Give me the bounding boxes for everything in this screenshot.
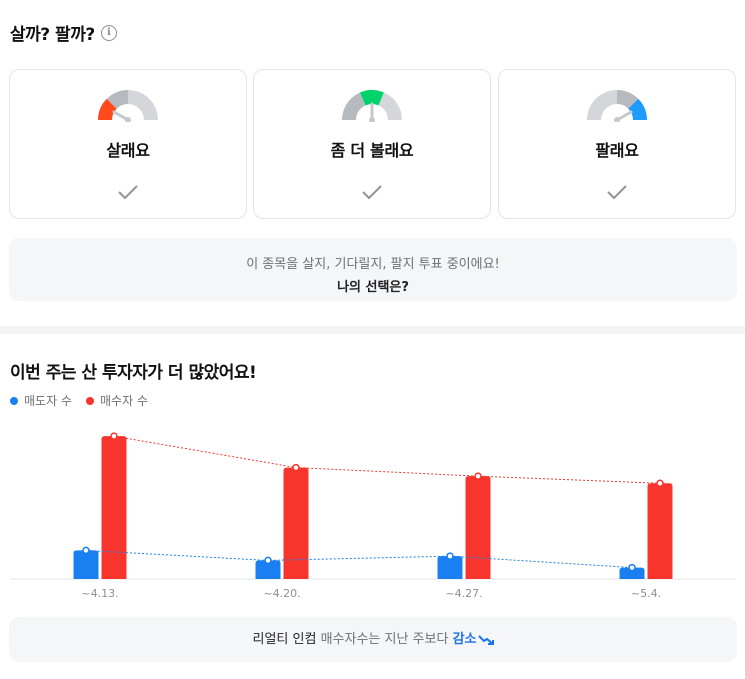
- vote-notice-question: 나의 선택은?: [337, 280, 409, 295]
- point-sellers: [446, 552, 454, 560]
- legend-item-sellers: 매도자 수: [10, 392, 72, 409]
- point-buyers: [474, 472, 482, 480]
- x-tick-label: ~4.27.: [445, 587, 482, 600]
- check-icon: [607, 185, 627, 200]
- legend-dot-sellers: [10, 396, 18, 405]
- vote-card-sell[interactable]: 팔래요: [498, 69, 736, 219]
- vote-card-buy[interactable]: 살래요: [9, 69, 247, 219]
- bar-buyers: [647, 483, 673, 579]
- check-icon: [362, 185, 382, 200]
- bar-buyers: [465, 476, 491, 579]
- x-tick-label: ~5.4.: [631, 587, 661, 600]
- vote-card-hold[interactable]: 좀 더 볼래요: [253, 69, 491, 219]
- point-buyers: [110, 432, 118, 440]
- trend-line-sellers: [85, 549, 633, 569]
- legend-dot-buyers: [85, 396, 94, 405]
- bar-sellers: [619, 567, 645, 579]
- summary-stock-name: 리얼티 인컴: [252, 632, 317, 647]
- bar-buyers: [101, 436, 127, 579]
- gauge-sell-icon: [587, 90, 647, 122]
- legend-item-buyers: 매수자 수: [85, 392, 148, 409]
- vote-notice[interactable]: 이 종목을 살지, 기다릴지, 팔지 투표 중이에요! 나의 선택은?: [9, 238, 737, 301]
- vote-notice-text: 이 종목을 살지, 기다릴지, 팔지 투표 중이에요!: [246, 257, 500, 272]
- vote-label-sell: 팔래요: [595, 141, 639, 160]
- section-title: 살까? 팔까? i: [10, 20, 117, 45]
- x-tick-label: ~4.13.: [81, 587, 118, 600]
- info-circle-icon[interactable]: i: [100, 24, 117, 41]
- legend-label-sellers: 매도자 수: [24, 394, 72, 408]
- bar-buyers: [283, 467, 309, 579]
- summary-text: 매수자수는 지난 주보다: [320, 632, 449, 647]
- bar-sellers: [255, 560, 281, 579]
- x-tick-label: ~4.20.: [263, 587, 300, 600]
- chart-title: 이번 주는 산 투자자가 더 많았어요!: [10, 363, 257, 383]
- gauge-hold-icon: [342, 89, 402, 122]
- gauge-buy-icon: [98, 90, 158, 122]
- vote-label-hold: 좀 더 볼래요: [330, 141, 414, 160]
- check-icon: [118, 185, 138, 200]
- chart-legend: 매도자 수 매수자 수: [10, 392, 148, 409]
- trend-line-buyers: [113, 435, 661, 484]
- point-buyers: [656, 479, 664, 488]
- point-buyers: [292, 463, 300, 472]
- bar-sellers: [437, 556, 463, 579]
- section-divider: [0, 326, 745, 334]
- page-title: 살까? 팔까?: [10, 25, 95, 45]
- point-sellers: [82, 546, 90, 555]
- point-sellers: [264, 556, 272, 565]
- summary-trend: 감소: [452, 632, 477, 647]
- point-sellers: [628, 563, 636, 572]
- investor-bar-chart: ~4.13. ~4.20. ~4.27. ~5.4.: [10, 432, 735, 600]
- vote-label-buy: 살래요: [106, 141, 150, 160]
- trend-down-icon: [477, 634, 494, 645]
- summary-banner: 리얼티 인컴 매수자수는 지난 주보다 감소: [9, 617, 737, 662]
- legend-label-buyers: 매수자 수: [99, 394, 148, 408]
- bar-sellers: [73, 550, 99, 579]
